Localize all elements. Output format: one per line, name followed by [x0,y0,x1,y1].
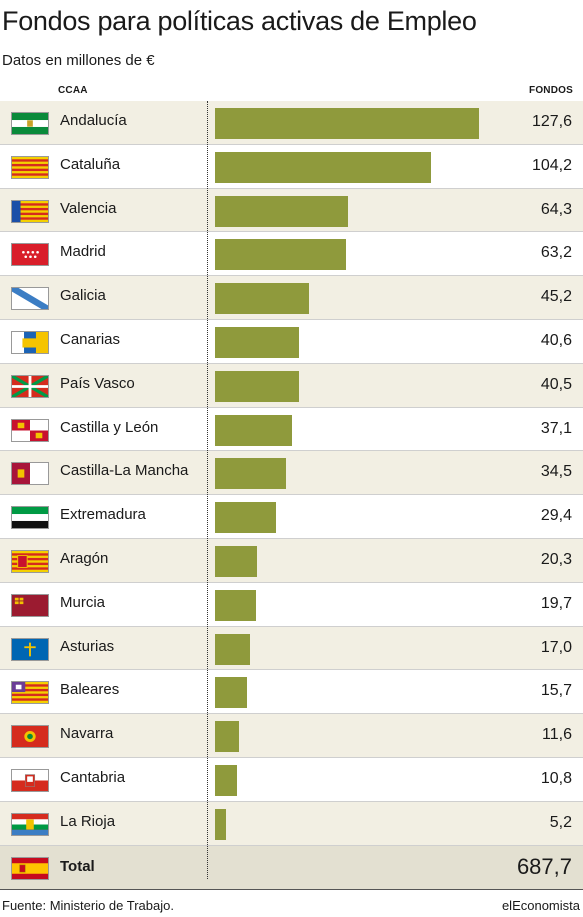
table-row-extremadura: Extremadura 29,4 [0,495,583,539]
region-label: Canarias [60,330,121,348]
value-label: 29,4 [540,507,572,525]
region-label: País Vasco [60,374,135,392]
region-label: Aragón [60,549,109,567]
bar-castilla-la-mancha [215,458,287,490]
region-label: Castilla-La Mancha [60,462,189,480]
value-label: 20,3 [540,550,572,568]
region-label: Asturias [60,637,115,655]
bar-asturias [215,633,251,665]
value-label: 104,2 [531,156,572,174]
value-label: 19,7 [540,594,572,612]
region-label: Cataluña [60,155,121,173]
chart-title: Fondos para políticas activas de Empleo [2,6,477,36]
value-label: 15,7 [540,682,572,700]
canarias-flag-icon [11,330,49,354]
region-label: Extremadura [60,506,146,524]
chart-subtitle: Datos en millones de € [2,52,155,69]
region-label: Madrid [60,243,106,261]
region-label: Baleares [60,681,120,699]
column-header-funds: FONDOS [529,85,573,96]
extremadura-flag-icon [11,506,49,530]
value-label: 45,2 [540,288,572,306]
table-row-navarra: Navarra 11,6 [0,714,583,758]
value-label: 17,0 [540,638,572,656]
bar-navarra [215,721,239,753]
table-row-murcia: Murcia 19,7 [0,582,583,627]
table-row-asturias: Asturias 17,0 [0,626,583,671]
region-label: La Rioja [60,812,116,830]
espana-flag-icon [11,856,49,880]
bar-galicia [215,283,309,315]
table-row-andalucia: Andalucía 127,6 [0,101,583,145]
navarra-flag-icon [11,725,49,749]
bar-aragon [215,545,257,577]
valencia-flag-icon [11,199,49,223]
brand-logo: elEconomista [501,898,580,913]
aragon-flag-icon [11,549,49,573]
total-value: 687,7 [516,853,572,879]
bar-murcia [215,589,256,621]
value-label: 64,3 [540,200,572,218]
bar-canarias [215,326,299,358]
pais-vasco-flag-icon [11,374,49,398]
value-label: 10,8 [540,769,572,787]
table-row-la-rioja: La Rioja 5,2 [0,801,583,846]
total-label: Total [60,857,95,875]
table-row-pais-vasco: País Vasco 40,5 [0,363,583,408]
table-row-galicia: Galicia 45,2 [0,276,583,320]
value-label: 5,2 [549,813,572,831]
region-label: Castilla y León [60,418,159,436]
value-label: 40,6 [540,331,572,349]
value-label: 34,5 [540,463,572,481]
region-label: Andalucía [60,112,127,129]
table-row-baleares: Baleares 15,7 [0,670,583,715]
bar-cantabria [215,764,238,796]
table-row-castilla-la-mancha: Castilla-La Mancha 34,5 [0,451,583,496]
cantabria-flag-icon [11,768,49,792]
region-label: Cantabria [60,768,126,786]
table-row-total: Total 687,7 [0,845,583,890]
baleares-flag-icon [11,681,49,705]
region-label: Navarra [60,725,114,743]
source-note: Fuente: Ministerio de Trabajo. [2,898,174,913]
table-row-madrid: Madrid 63,2 [0,232,583,277]
bar-extremadura [215,502,276,534]
madrid-flag-icon [11,243,49,267]
data-table: Andalucía 127,6 Cataluña 104,2 Valencia 64,3 M… [0,101,583,890]
bar-castilla-y-leon [215,414,292,446]
bar-cataluna [215,151,431,183]
region-label: Valencia [60,199,117,217]
murcia-flag-icon [11,593,49,617]
bar-la-rioja [215,808,226,840]
table-row-canarias: Canarias 40,6 [0,319,583,364]
value-label: 63,2 [540,244,572,262]
asturias-flag-icon [11,637,49,661]
bar-pais-vasco [215,370,299,402]
region-label: Murcia [60,593,106,611]
value-label: 127,6 [531,113,572,130]
value-label: 11,6 [542,726,572,744]
column-divider [207,101,208,879]
castilla-y-leon-flag-icon [11,418,49,442]
region-label: Galicia [60,287,106,305]
value-label: 37,1 [540,419,572,437]
table-row-valencia: Valencia 64,3 [0,188,583,233]
table-row-cataluna: Cataluña 104,2 [0,144,583,189]
table-row-castilla-y-leon: Castilla y León 37,1 [0,407,583,452]
value-label: 40,5 [540,375,572,393]
castilla-la-mancha-flag-icon [11,462,49,486]
bar-valencia [215,195,349,227]
bar-andalucia [215,108,479,139]
table-row-aragon: Aragón 20,3 [0,538,583,583]
cataluna-flag-icon [11,155,49,179]
la-rioja-flag-icon [11,812,49,836]
bar-madrid [215,239,346,271]
andalucia-flag-icon [11,112,49,135]
table-row-cantabria: Cantabria 10,8 [0,757,583,802]
bar-baleares [215,677,248,709]
galicia-flag-icon [11,287,49,311]
column-header-region: CCAA [58,85,88,96]
